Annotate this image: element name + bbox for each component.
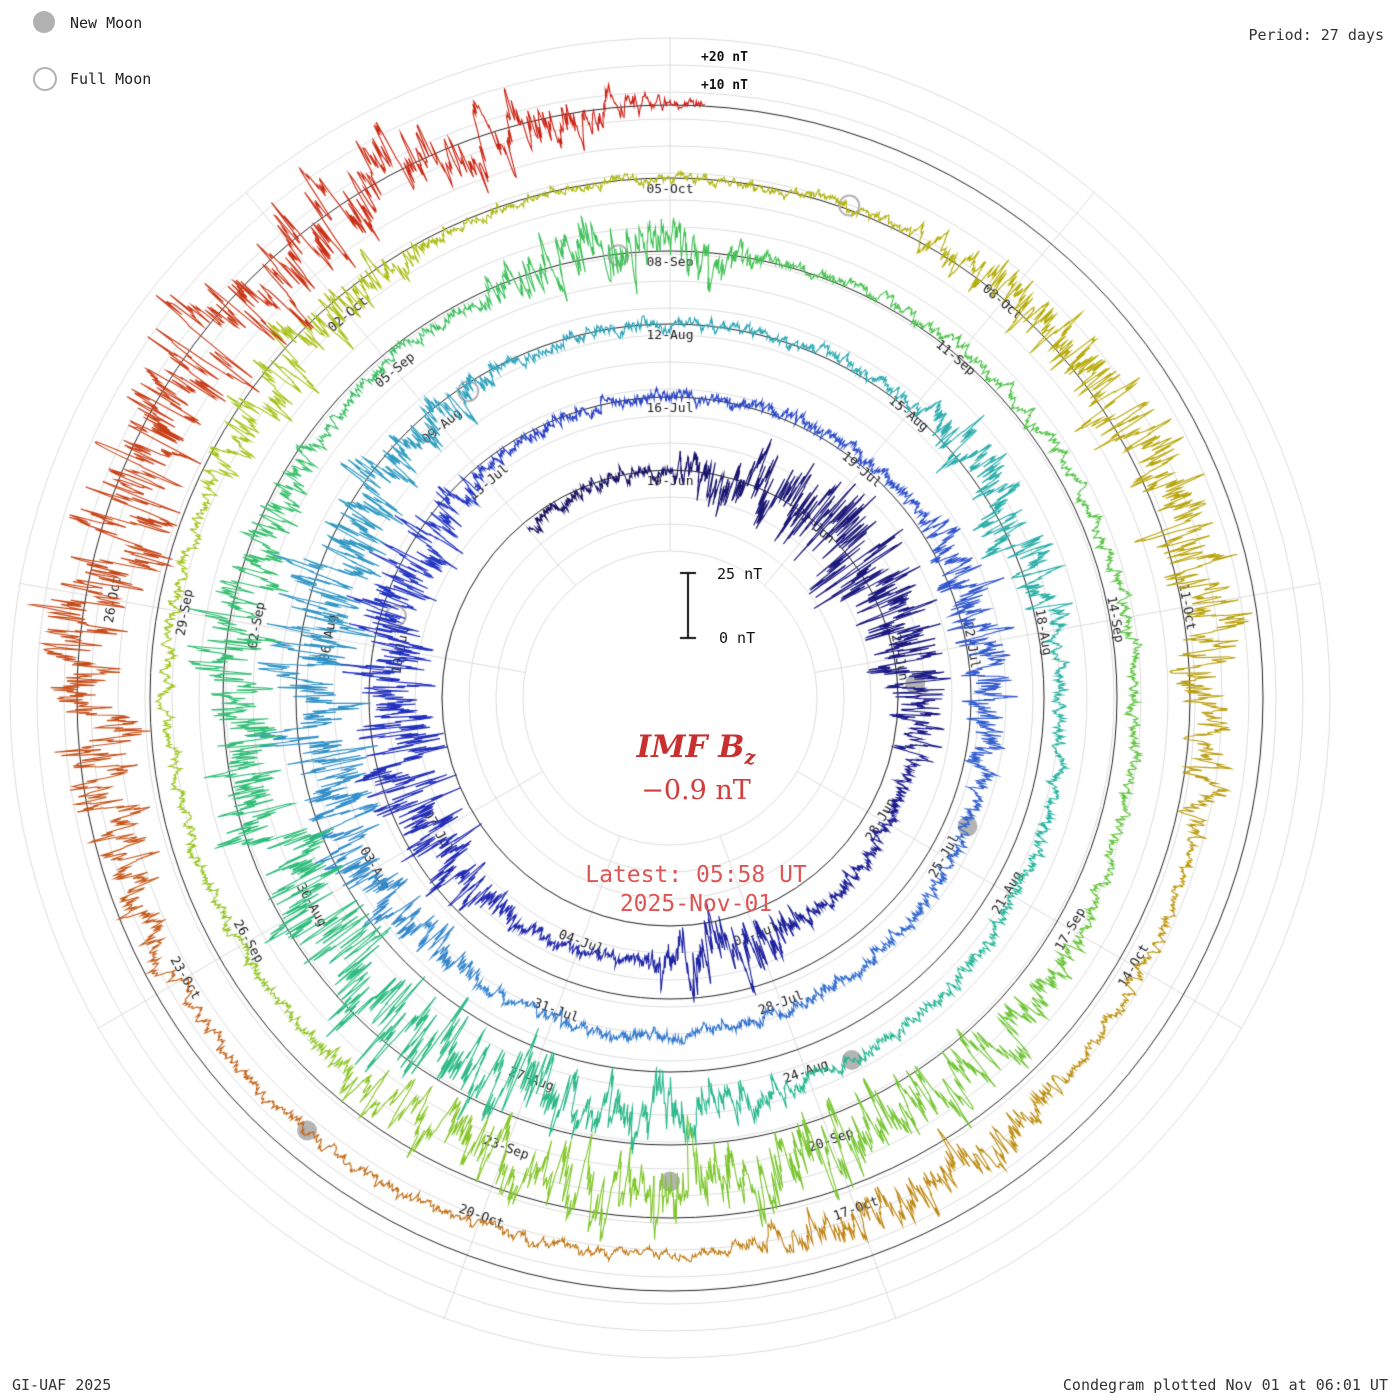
latest-date-line: 2025-Nov-01 bbox=[619, 891, 773, 917]
scalebar-bottom-label: 0 nT bbox=[719, 629, 756, 647]
latest-value: −0.9 nT bbox=[641, 775, 751, 806]
scalebar-top-label: 25 nT bbox=[717, 565, 763, 583]
latest-time-line: Latest: 05:58 UT bbox=[585, 862, 807, 888]
plotted-label: Condegram plotted Nov 01 at 06:01 UT bbox=[1062, 1376, 1388, 1394]
period-label: Period: 27 days bbox=[1248, 26, 1384, 44]
chart-title: IMF Bz bbox=[637, 729, 756, 769]
chart-title-text: IMF B bbox=[636, 729, 745, 765]
new-moon-icon bbox=[33, 11, 55, 33]
credit-label: GI-UAF 2025 bbox=[12, 1376, 112, 1394]
gridline-label-plus20: +20 nT bbox=[701, 50, 748, 65]
latest-timestamp: Latest: 05:58 UT 2025-Nov-01 bbox=[585, 861, 807, 919]
full-moon-icon bbox=[33, 67, 57, 91]
gridline-label-plus10: +10 nT bbox=[701, 78, 748, 93]
chart-title-subscript: z bbox=[744, 746, 756, 770]
new-moon-label: New Moon bbox=[70, 14, 143, 32]
full-moon-label: Full Moon bbox=[70, 70, 152, 88]
